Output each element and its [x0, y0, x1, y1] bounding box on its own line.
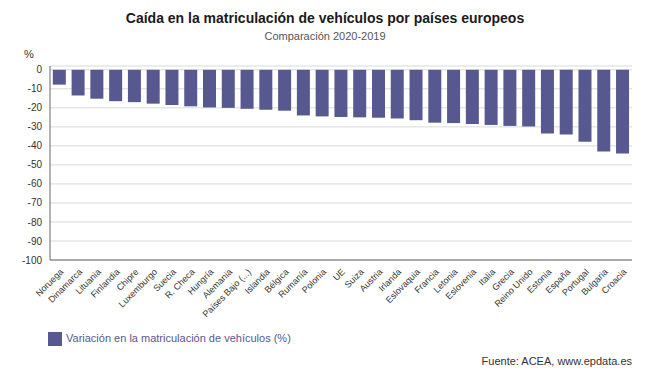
svg-text:-90: -90 — [28, 236, 43, 247]
svg-text:R. Checa: R. Checa — [163, 266, 197, 301]
svg-text:Finlandia: Finlandia — [88, 266, 122, 300]
svg-text:UE: UE — [331, 266, 347, 283]
svg-text:Rumanía: Rumanía — [276, 266, 310, 300]
svg-text:Italia: Italia — [476, 266, 498, 288]
svg-text:Irlanda: Irlanda — [376, 266, 404, 294]
svg-text:-20: -20 — [28, 102, 43, 113]
svg-text:-40: -40 — [28, 140, 43, 151]
svg-text:Grecia: Grecia — [490, 266, 516, 293]
svg-text:Islandia: Islandia — [242, 266, 272, 296]
svg-text:Eslovaquia: Eslovaquia — [383, 266, 422, 306]
svg-text:Croacia: Croacia — [600, 267, 629, 296]
svg-text:Estonia: Estonia — [525, 266, 554, 296]
svg-text:Portugal: Portugal — [560, 266, 591, 298]
svg-text:-60: -60 — [28, 178, 43, 189]
svg-text:Letonia: Letonia — [431, 266, 460, 295]
svg-text:Luxemburgo: Luxemburgo — [116, 266, 160, 310]
svg-text:-10: -10 — [28, 83, 43, 94]
html-text:Comparación 2020-2019: Comparación 2020-2019 — [264, 30, 386, 42]
svg-text:Eslovenia: Eslovenia — [444, 267, 479, 302]
svg-text:Chipre: Chipre — [114, 266, 141, 293]
html-text:Caída en la matriculación de v: Caída en la matriculación de vehículos p… — [125, 10, 525, 26]
svg-text:Polonia: Polonia — [300, 267, 328, 295]
svg-text:Noruega: Noruega — [33, 266, 66, 299]
svg-text:Países Bajo (...): Países Bajo (...) — [201, 267, 253, 319]
svg-text:-70: -70 — [28, 197, 43, 208]
svg-text:-80: -80 — [28, 217, 43, 228]
svg-text:Suiza: Suiza — [342, 266, 366, 290]
svg-text:-100: -100 — [22, 255, 42, 266]
html-text:Variación en la matriculación: Variación en la matriculación de vehícul… — [66, 332, 291, 344]
svg-text:Reino Unido: Reino Unido — [492, 266, 535, 309]
svg-text:Lituania: Lituania — [73, 266, 103, 297]
svg-text:Hungría: Hungría — [185, 266, 216, 297]
svg-text:Bélgica: Bélgica — [262, 266, 291, 295]
svg-text:Alemania: Alemania — [200, 266, 235, 301]
svg-text:Bulgaria: Bulgaria — [579, 266, 610, 298]
svg-text:España: España — [543, 266, 573, 296]
svg-text:%: % — [24, 48, 34, 60]
svg-text:0: 0 — [36, 64, 42, 75]
svg-text:Suecia: Suecia — [151, 266, 178, 294]
html-text:Fuente: ACEA, www.epdata.es: Fuente: ACEA, www.epdata.es — [481, 355, 632, 367]
svg-text:-30: -30 — [28, 121, 43, 132]
svg-text:Austria: Austria — [357, 266, 385, 294]
svg-text:-50: -50 — [28, 159, 43, 170]
svg-text:Francia: Francia — [412, 266, 441, 296]
svg-text:Dinamarca: Dinamarca — [46, 266, 85, 305]
